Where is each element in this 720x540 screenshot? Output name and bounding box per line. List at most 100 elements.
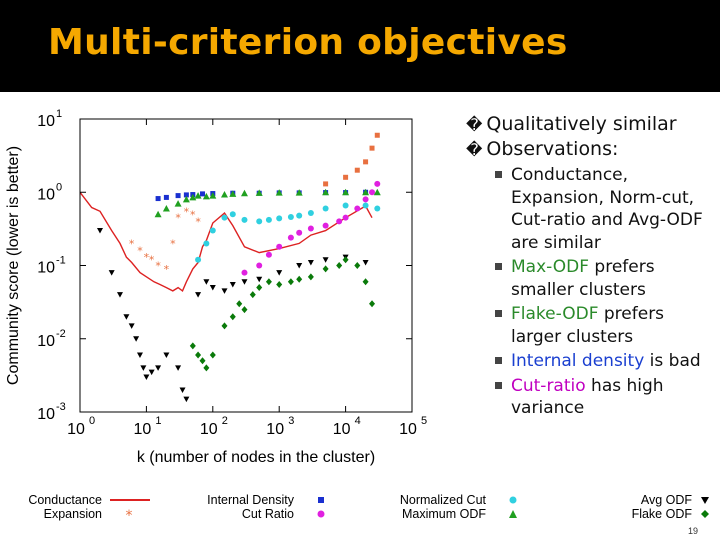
x-tick-label: 10: [266, 421, 284, 438]
data-point: [148, 369, 155, 376]
x-tick-exponent: 1: [155, 415, 161, 427]
data-point: [307, 210, 314, 217]
sub-bullet-max-odf: Max-ODF prefers smaller clusters: [466, 256, 716, 301]
y-tick-exponent: -1: [56, 255, 66, 267]
data-point: [256, 262, 263, 269]
data-point: [136, 352, 143, 359]
series-flake-odf: [189, 256, 376, 372]
data-point: [256, 284, 263, 292]
data-point: [209, 285, 216, 291]
data-point: [322, 188, 330, 196]
legend-cut-ratio-label: Cut Ratio: [241, 507, 294, 521]
legend-conductance-mark: [110, 499, 150, 501]
data-point: [307, 259, 314, 266]
series-conductance: [79, 191, 373, 292]
x-tick-exponent: 5: [421, 415, 427, 427]
data-point: [287, 234, 294, 241]
data-point: *: [164, 263, 170, 276]
data-point: [265, 251, 272, 258]
data-point: *: [175, 212, 181, 225]
data-point: [140, 365, 147, 371]
data-point: *: [149, 254, 155, 267]
data-point: [203, 240, 210, 247]
sub-bullet-text: Conductance, Expansion, Norm-cut, Cut-ra…: [511, 165, 703, 253]
y-tick-label: 10: [37, 260, 55, 277]
sub-bullet-internal-density: Internal density is bad: [466, 350, 716, 373]
data-point: [322, 265, 329, 273]
data-point: [322, 222, 329, 229]
data-point: [374, 132, 380, 138]
data-point: *: [137, 245, 143, 258]
data-point: [174, 200, 182, 207]
series-cut-ratio: [241, 180, 381, 276]
title-bar: Multi-criterion objectives: [0, 0, 720, 92]
data-point: [229, 282, 236, 288]
data-point: [163, 194, 169, 200]
y-tick-exponent: 1: [56, 108, 62, 120]
data-point: [203, 364, 210, 372]
data-point: [374, 205, 381, 212]
data-point: [200, 191, 206, 197]
data-point: [133, 336, 140, 342]
data-point: [256, 276, 263, 283]
data-point: [343, 174, 349, 180]
y-tick-exponent: -3: [56, 401, 66, 413]
data-point: [221, 322, 228, 330]
data-point: [342, 214, 349, 221]
data-point: [221, 214, 228, 221]
data-point: [354, 262, 361, 269]
legend-conductance-label: Conductance: [28, 493, 102, 507]
square-bullet-icon: [495, 263, 502, 270]
bullet-observations: � Observations:: [466, 137, 716, 162]
sub-bullet-text: is bad: [644, 351, 701, 371]
highlight-max-odf: Max-ODF: [511, 257, 590, 277]
legend-internal-density-mark: [318, 497, 324, 503]
data-point: [342, 188, 350, 196]
community-score-chart: *** * * *** * ** 10 0 10 1 10 2 10 3 10 4 10 510 -310 -210…: [5, 108, 427, 466]
data-point: [116, 292, 123, 298]
data-point: [362, 259, 369, 266]
data-point: [229, 313, 236, 321]
data-point: [195, 292, 202, 298]
data-point: [287, 278, 294, 286]
data-point: [203, 279, 210, 285]
legend-flake-odf-label: Flake ODF: [631, 507, 692, 521]
data-point: [209, 227, 216, 234]
data-point: [362, 278, 369, 286]
data-point: [241, 279, 248, 285]
data-point: [362, 202, 369, 209]
highlight-flake-odf: Flake-ODF: [511, 304, 599, 324]
data-point: [265, 216, 272, 223]
sub-bullet-text: prefers smaller clusters: [511, 257, 655, 300]
legend-expansion-mark: *: [126, 508, 133, 522]
data-point: [363, 159, 369, 165]
data-point: [108, 270, 115, 276]
page-number: 19: [687, 526, 698, 536]
legend-avg-odf-mark: [701, 497, 709, 504]
bullet-text: Qualitatively similar: [486, 113, 677, 135]
sub-bullet-flake-odf: Flake-ODF prefers larger clusters: [466, 303, 716, 348]
data-point: *: [129, 237, 135, 250]
plot-background: [80, 119, 412, 412]
data-point: [189, 193, 197, 201]
data-point: [162, 205, 170, 212]
data-point: [195, 351, 202, 359]
data-point: [194, 192, 202, 199]
data-point: [128, 323, 135, 329]
y-tick-exponent: -2: [56, 328, 66, 340]
legend-flake-odf-mark: [701, 510, 709, 518]
y-tick-label: 10: [37, 333, 55, 350]
data-point: [123, 314, 130, 320]
y-tick-exponent: 0: [56, 181, 62, 193]
bullet-marker-icon: �: [466, 115, 483, 134]
data-point: [236, 300, 243, 308]
y-axis-label: Community score (lower is better): [5, 146, 22, 385]
data-point: [163, 352, 170, 359]
data-point: *: [184, 205, 190, 218]
series-expansion: *** * * *** * **: [129, 205, 201, 276]
data-point: [354, 205, 361, 212]
square-bullet-icon: [495, 357, 502, 364]
data-point: [323, 181, 329, 187]
data-point: [154, 210, 162, 218]
data-point: [220, 191, 228, 198]
